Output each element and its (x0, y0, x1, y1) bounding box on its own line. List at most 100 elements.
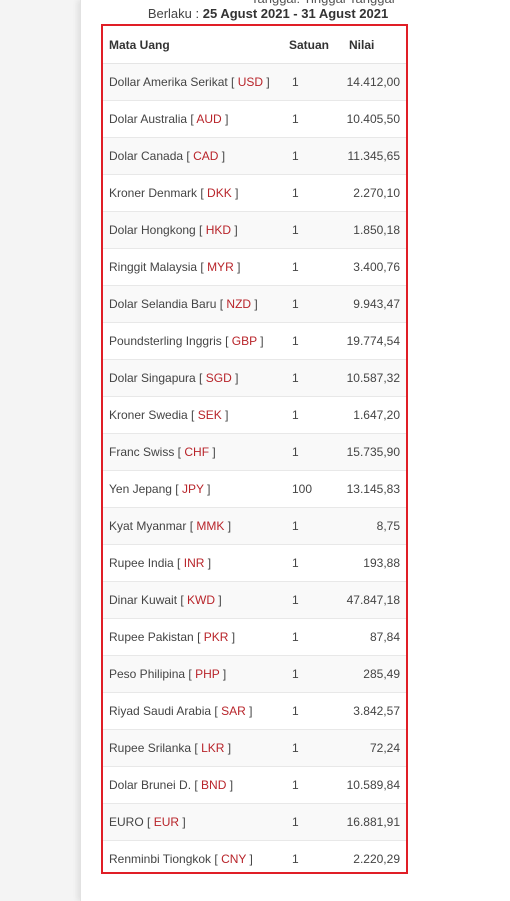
value-cell: 72,24 (341, 729, 406, 767)
bracket-open: [ (171, 482, 182, 496)
table-row: Rupee India [ INR ] 1 193,88 (103, 544, 406, 582)
bracket-close: ] (224, 741, 232, 755)
period-range: 25 Agust 2021 - 31 Agust 2021 (202, 6, 389, 21)
currency-cell: Dolar Singapura [ SGD ] (103, 359, 283, 397)
bracket-open: [ (197, 260, 208, 274)
value-cell: 193,88 (341, 544, 406, 582)
bracket-close: ] (251, 297, 258, 311)
bracket-open: [ (195, 223, 206, 237)
currency-cell: Renminbi Tiongkok [ CNY ] (103, 840, 283, 872)
bracket-open: [ (216, 297, 227, 311)
currency-name: Poundsterling Inggris (109, 334, 222, 348)
bracket-open: [ (211, 852, 222, 867)
bracket-open: [ (185, 667, 196, 681)
currency-name: Yen Jepang (109, 482, 172, 496)
value-cell: 87,84 (341, 618, 406, 656)
bracket-close: ] (256, 334, 264, 348)
bracket-open: [ (174, 445, 185, 459)
period-line: Berlaku : 25 Agust 2021 - 31 Agust 2021 (143, 6, 393, 21)
value-cell: 1.850,18 (341, 211, 406, 249)
content-panel: Tanggal: Tinggal Tanggal Berlaku : 25 Ag… (80, 0, 510, 901)
unit-cell: 100 (283, 470, 341, 508)
currency-cell: Dolar Hongkong [ HKD ] (103, 211, 283, 249)
period-label: Berlaku : (147, 6, 203, 21)
unit-cell: 1 (283, 544, 341, 582)
unit-cell: 1 (283, 618, 341, 656)
currency-cell: Riyad Saudi Arabia [ SAR ] (103, 692, 283, 730)
currency-cell: Dinar Kuwait [ KWD ] (103, 581, 283, 619)
unit-cell: 1 (283, 655, 341, 693)
currency-cell: Dolar Australia [ AUD ] (103, 100, 283, 138)
currency-name: Kroner Swedia (109, 408, 188, 422)
currency-code: DKK (207, 186, 232, 200)
currency-name: Dolar Australia (109, 112, 188, 126)
bracket-open: [ (177, 593, 188, 607)
currency-code: HKD (205, 223, 232, 237)
currency-name: Rupee India (109, 556, 174, 570)
currency-code: MMK (196, 519, 225, 533)
currency-code: PHP (195, 667, 220, 681)
currency-name: Riyad Saudi Arabia (109, 704, 212, 718)
value-cell: 1.647,20 (341, 396, 406, 434)
currency-cell: Kroner Swedia [ SEK ] (103, 396, 283, 434)
currency-cell: Dolar Selandia Baru [ NZD ] (103, 285, 283, 323)
bracket-open: [ (143, 815, 154, 829)
exchange-rate-table: Mata Uang Satuan Nilai Dollar Amerika Se… (103, 26, 406, 872)
currency-name: Peso Philipina (109, 667, 186, 681)
currency-cell: Rupee India [ INR ] (103, 544, 283, 582)
unit-cell: 1 (283, 248, 341, 286)
value-cell: 10.587,32 (341, 359, 406, 397)
bracket-open: [ (211, 704, 222, 718)
currency-code: AUD (196, 112, 222, 126)
table-row: Dinar Kuwait [ KWD ] 1 47.847,18 (103, 581, 406, 619)
currency-cell: EURO [ EUR ] (103, 803, 283, 841)
bracket-close: ] (233, 260, 241, 274)
unit-cell: 1 (283, 285, 341, 323)
currency-name: Dolar Hongkong (109, 223, 196, 237)
bracket-close: ] (246, 852, 253, 867)
bracket-close: ] (203, 482, 211, 496)
value-cell: 11.345,65 (341, 137, 406, 175)
currency-code: BND (201, 778, 227, 792)
unit-cell: 1 (283, 322, 341, 360)
table-row: Kyat Myanmar [ MMK ] 1 8,75 (103, 507, 406, 545)
value-cell: 10.405,50 (341, 100, 406, 138)
table-row: Dolar Brunei D. [ BND ] 1 10.589,84 (103, 766, 406, 804)
bracket-open: [ (173, 556, 184, 570)
currency-name: Franc Swiss (109, 445, 175, 459)
unit-cell: 1 (283, 211, 341, 249)
bracket-close: ] (221, 112, 229, 126)
currency-cell: Kroner Denmark [ DKK ] (103, 174, 283, 212)
bracket-close: ] (226, 778, 234, 792)
table-row: Rupee Pakistan [ PKR ] 1 87,84 (103, 618, 406, 656)
currency-code: USD (237, 75, 264, 89)
bracket-open: [ (191, 778, 202, 792)
table-row: Kroner Swedia [ SEK ] 1 1.647,20 (103, 396, 406, 434)
column-header-unit: Satuan (283, 26, 341, 64)
bracket-close: ] (231, 186, 239, 200)
unit-cell: 1 (283, 692, 341, 730)
currency-cell: Dolar Canada [ CAD ] (103, 137, 283, 175)
currency-code: CNY (221, 852, 247, 867)
currency-name: Renminbi Tiongkok (109, 852, 212, 867)
bracket-close: ] (204, 556, 212, 570)
unit-cell: 1 (283, 359, 341, 397)
currency-code: PKR (203, 630, 229, 644)
currency-name: Kyat Myanmar (109, 519, 187, 533)
table-row: Riyad Saudi Arabia [ SAR ] 1 3.842,57 (103, 692, 406, 730)
currency-name: Ringgit Malaysia (109, 260, 198, 274)
value-cell: 47.847,18 (341, 581, 406, 619)
currency-cell: Yen Jepang [ JPY ] (103, 470, 283, 508)
bracket-close: ] (219, 667, 227, 681)
table-row: Dolar Australia [ AUD ] 1 10.405,50 (103, 100, 406, 138)
table-row: Yen Jepang [ JPY ] 100 13.145,83 (103, 470, 406, 508)
value-cell: 14.412,00 (341, 63, 406, 101)
unit-cell: 1 (283, 433, 341, 471)
table-row: Franc Swiss [ CHF ] 1 15.735,90 (103, 433, 406, 471)
bracket-open: [ (191, 741, 202, 755)
table-body: Dollar Amerika Serikat [ USD ] 1 14.412,00… (103, 63, 406, 872)
unit-cell: 1 (283, 100, 341, 138)
currency-code: LKR (201, 741, 225, 755)
currency-code: EUR (153, 815, 180, 829)
